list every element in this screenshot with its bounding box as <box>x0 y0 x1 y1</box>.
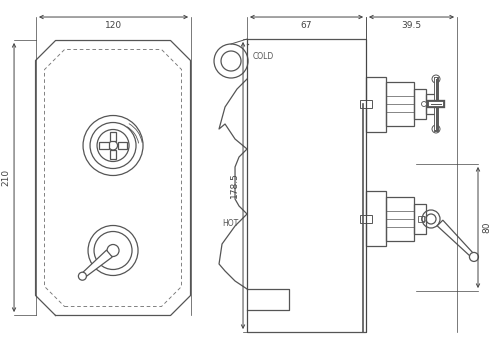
Bar <box>386 82 414 126</box>
Polygon shape <box>110 150 116 159</box>
Polygon shape <box>81 250 112 278</box>
Circle shape <box>422 101 426 107</box>
Bar <box>366 191 386 246</box>
Bar <box>360 215 372 223</box>
Bar <box>360 100 372 108</box>
Bar <box>414 204 426 234</box>
Text: HOT: HOT <box>222 219 238 228</box>
Text: 178.5: 178.5 <box>230 173 239 199</box>
Text: 67: 67 <box>301 21 312 30</box>
Text: 120: 120 <box>105 21 122 30</box>
Bar <box>386 197 414 241</box>
Circle shape <box>432 75 440 83</box>
Bar <box>247 39 366 332</box>
Circle shape <box>432 125 440 133</box>
Polygon shape <box>437 220 476 258</box>
Text: 210: 210 <box>1 169 10 186</box>
Text: 80: 80 <box>482 222 491 233</box>
Polygon shape <box>110 132 116 141</box>
Text: 39.5: 39.5 <box>402 21 421 30</box>
Bar <box>366 76 386 131</box>
Circle shape <box>78 272 86 280</box>
Circle shape <box>470 253 478 262</box>
Polygon shape <box>118 142 126 149</box>
Bar <box>418 216 424 222</box>
Bar <box>414 89 426 119</box>
Polygon shape <box>100 142 108 149</box>
Text: COLD: COLD <box>253 52 274 61</box>
Circle shape <box>422 217 426 221</box>
Bar <box>426 94 436 114</box>
